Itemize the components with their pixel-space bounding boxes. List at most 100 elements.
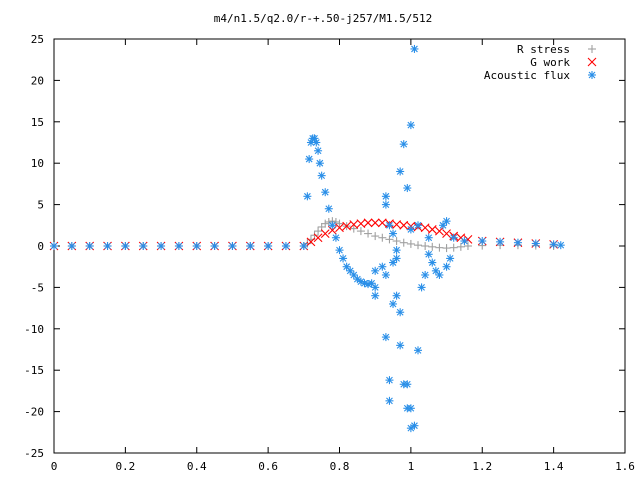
data-point	[399, 220, 409, 230]
data-point	[392, 291, 401, 300]
data-point	[303, 192, 312, 201]
x-tick-label: 1.4	[544, 460, 564, 473]
data-point	[228, 242, 237, 250]
data-point	[299, 242, 308, 250]
x-tick-label: 1.2	[472, 460, 492, 473]
data-point	[421, 242, 430, 250]
data-point	[406, 121, 415, 130]
data-point	[381, 333, 390, 342]
data-point	[442, 262, 451, 271]
data-point	[435, 226, 444, 236]
data-point	[396, 341, 405, 350]
y-tick-label: 10	[31, 157, 44, 170]
data-point	[349, 224, 358, 233]
data-point	[370, 218, 380, 228]
y-tick-label: -20	[24, 406, 44, 419]
data-point	[531, 239, 540, 248]
data-point	[367, 279, 376, 288]
data-point	[356, 219, 366, 229]
data-point	[314, 146, 323, 155]
data-point	[428, 242, 437, 251]
data-point	[385, 235, 394, 244]
data-point	[264, 242, 273, 250]
tick-labels: 0 0.2 0.4 0.6 0.8 1 1.2 1.4 1.6 25 20 15 10 5 0 -5 -10 -1…	[24, 33, 635, 473]
data-point	[449, 233, 458, 242]
data-point	[310, 134, 319, 143]
series-acoustic-flux	[50, 44, 565, 433]
data-point	[356, 227, 365, 236]
data-point	[389, 258, 398, 267]
data-point	[335, 246, 344, 255]
data-point	[324, 204, 333, 213]
x-tick-label: 0.8	[330, 460, 350, 473]
chart-title: m4/n1.5/q2.0/r-+.50-j257/M1.5/512	[214, 12, 433, 25]
data-point	[406, 239, 415, 248]
data-point	[246, 242, 255, 250]
data-point	[377, 218, 387, 228]
data-point	[381, 192, 390, 201]
data-point	[414, 241, 423, 250]
data-point	[371, 266, 380, 275]
data-point	[406, 404, 415, 413]
data-point	[363, 218, 373, 228]
data-point	[320, 229, 330, 238]
legend-label: G work	[530, 56, 570, 69]
data-point	[406, 225, 415, 234]
data-point	[424, 250, 433, 259]
data-point	[381, 270, 390, 279]
data-point	[414, 221, 423, 230]
data-point	[403, 184, 412, 193]
data-point	[392, 246, 401, 255]
data-point	[335, 223, 344, 233]
data-point	[313, 233, 323, 243]
data-point	[315, 159, 324, 168]
data-point	[378, 233, 387, 242]
data-point	[399, 238, 408, 247]
data-point	[549, 240, 558, 249]
data-point	[417, 283, 426, 292]
data-point	[463, 242, 472, 250]
data-point	[399, 140, 408, 149]
data-point	[435, 243, 444, 252]
y-tick-label: -25	[24, 447, 44, 460]
x-tick-label: 0	[51, 460, 58, 473]
y-tick-label: 25	[31, 33, 44, 46]
data-point	[442, 217, 451, 226]
data-point	[410, 44, 419, 53]
data-point	[281, 242, 290, 250]
data-point	[392, 220, 401, 229]
data-point	[321, 219, 330, 228]
data-point	[392, 237, 401, 246]
data-point	[420, 223, 430, 233]
data-point	[424, 233, 433, 242]
data-point	[410, 421, 419, 430]
data-point	[339, 254, 348, 263]
data-point	[385, 221, 394, 230]
data-point	[428, 258, 437, 267]
legend-marker	[588, 71, 596, 79]
data-point	[331, 233, 340, 242]
series-layer	[49, 44, 565, 433]
data-point	[449, 243, 458, 252]
data-point	[324, 217, 333, 226]
data-point	[139, 242, 148, 250]
data-point	[427, 225, 437, 234]
data-point	[103, 242, 112, 250]
legend-marker	[587, 57, 597, 67]
data-point	[121, 242, 130, 250]
y-tick-label: -10	[24, 323, 44, 336]
y-tick-label: 20	[31, 74, 44, 87]
data-point	[442, 244, 451, 253]
data-point	[85, 242, 94, 250]
data-point	[414, 346, 423, 355]
y-tick-label: 5	[37, 199, 44, 212]
x-tick-label: 1.6	[615, 460, 635, 473]
data-point	[157, 242, 166, 250]
data-point	[435, 270, 444, 279]
data-point	[456, 242, 465, 251]
data-point	[342, 221, 352, 231]
data-point	[314, 227, 323, 236]
data-point	[389, 299, 398, 308]
